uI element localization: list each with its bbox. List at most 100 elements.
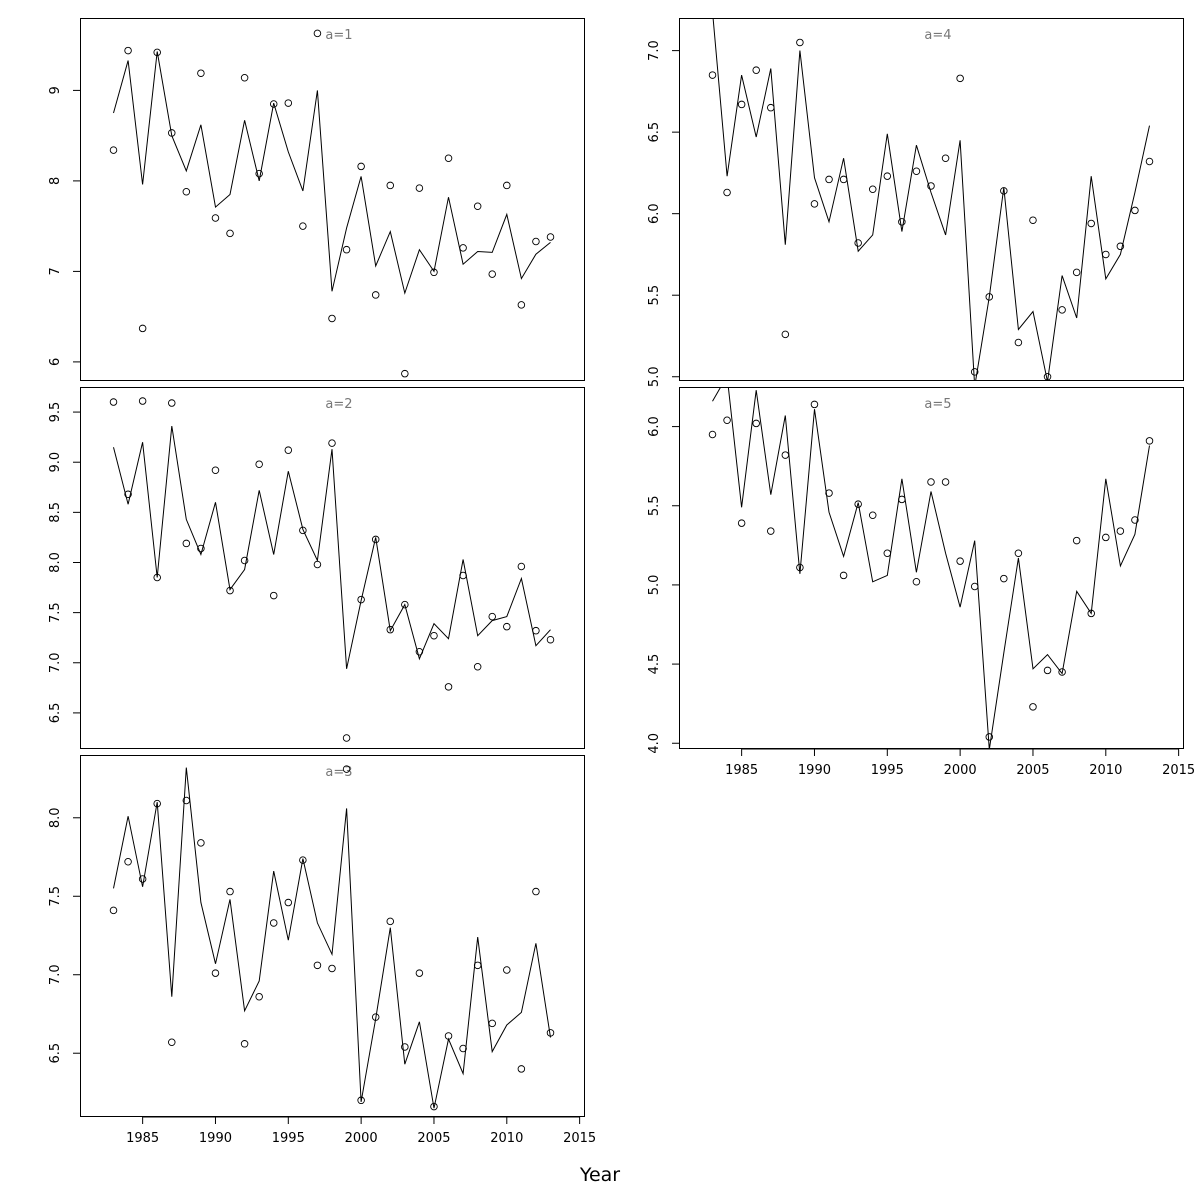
observed-point	[313, 961, 322, 970]
panel-title: a=1	[325, 28, 352, 43]
observed-point	[956, 557, 964, 565]
observed-point	[168, 129, 176, 137]
observed-point	[240, 73, 249, 82]
observed-point	[444, 154, 453, 163]
y-tick-label: 6.0	[647, 203, 662, 224]
y-tick-label: 9	[48, 86, 63, 94]
x-axis-title: Year	[579, 1164, 620, 1186]
observed-point	[1000, 187, 1008, 195]
observed-point	[226, 229, 234, 238]
observed-point	[109, 398, 118, 406]
observed-point	[153, 48, 161, 57]
fitted-line	[712, 18, 1150, 380]
observed-point	[532, 887, 540, 896]
observed-point	[752, 419, 760, 428]
y-tick-label: 5.5	[647, 285, 662, 306]
observed-point	[781, 330, 790, 339]
observed-point	[985, 733, 994, 741]
panel-title: a=2	[325, 397, 352, 412]
observed-point	[415, 647, 424, 656]
observed-point	[211, 969, 220, 977]
panel-5: a=5 4.0 4.5 5.0 5.5 6.0 1985 1990 1995 2000 2005 20…	[647, 387, 1195, 778]
panel-frame	[80, 18, 585, 381]
x-tick-label: 1985	[126, 1131, 159, 1146]
observed-point	[517, 562, 526, 571]
observed-point	[517, 1065, 526, 1073]
observed-point	[1058, 306, 1066, 314]
observed-point	[328, 964, 336, 973]
panel-frame	[679, 18, 1184, 381]
y-tick-label: 7.5	[48, 886, 63, 907]
y-tick-label: 5.5	[647, 495, 662, 516]
observed-point	[723, 188, 731, 197]
panel-title: a=5	[924, 397, 951, 412]
observed-point	[1072, 268, 1081, 277]
y-tick-label: 8.0	[48, 807, 63, 828]
observed-point	[825, 175, 833, 184]
observed-point	[255, 460, 263, 468]
observed-point	[124, 490, 132, 499]
observed-point	[912, 167, 921, 176]
y-tick-label: 7.0	[647, 40, 662, 61]
observed-point	[109, 906, 118, 915]
observed-point	[473, 961, 482, 970]
observed-point	[197, 69, 205, 77]
observed-point	[1087, 219, 1095, 228]
observed-point	[970, 368, 979, 376]
observed-point	[269, 919, 278, 927]
x-tick-label: 2010	[1089, 763, 1122, 778]
observed-point	[941, 154, 950, 162]
observed-point	[868, 511, 877, 520]
fitted-line	[113, 51, 551, 295]
observed-point	[444, 1032, 453, 1040]
observed-point	[1087, 609, 1095, 618]
observed-point	[532, 237, 540, 246]
observed-point	[255, 169, 263, 178]
fitted-line	[113, 426, 551, 669]
x-tick-label: 2005	[1016, 763, 1049, 778]
observed-point	[488, 612, 496, 621]
x-tick-label: 2000	[944, 763, 977, 778]
observed-point	[912, 578, 921, 586]
observed-point	[299, 222, 307, 230]
y-tick-label: 6	[48, 358, 63, 366]
observed-point	[386, 625, 395, 634]
observed-point	[401, 600, 409, 609]
observed-point	[401, 1043, 409, 1051]
panel-frame	[80, 387, 585, 749]
observed-point	[371, 1013, 380, 1021]
observed-point	[284, 99, 293, 107]
observed-point	[240, 556, 249, 565]
observed-point	[386, 181, 395, 190]
observed-point	[357, 162, 365, 171]
observed-point	[927, 478, 935, 486]
panel-title: a=4	[924, 28, 951, 43]
observed-point	[328, 439, 336, 447]
observed-point	[124, 46, 132, 55]
observed-point	[546, 233, 555, 241]
y-tick-label: 5.0	[647, 575, 662, 596]
observed-point	[371, 291, 380, 299]
x-tick-label: 2015	[1162, 763, 1195, 778]
observed-point	[386, 917, 395, 926]
observed-point	[898, 218, 906, 226]
observed-point	[473, 202, 482, 210]
observed-point	[737, 100, 746, 109]
observed-point	[796, 563, 804, 572]
observed-point	[342, 245, 351, 254]
x-tick-label: 1985	[725, 763, 758, 778]
observed-point	[124, 857, 132, 866]
y-tick-label: 4.0	[647, 733, 662, 754]
observed-point	[168, 399, 176, 407]
y-tick-label: 6.5	[48, 1043, 63, 1064]
observed-point	[459, 571, 467, 580]
observed-point	[1000, 574, 1008, 583]
x-tick-label: 2010	[490, 1131, 523, 1146]
observed-point	[1131, 516, 1139, 524]
panel-title: a=3	[325, 765, 352, 780]
observed-point	[415, 969, 424, 977]
observed-point	[752, 66, 760, 74]
observed-point	[796, 38, 804, 47]
observed-point	[868, 185, 877, 193]
observed-point	[299, 856, 307, 864]
